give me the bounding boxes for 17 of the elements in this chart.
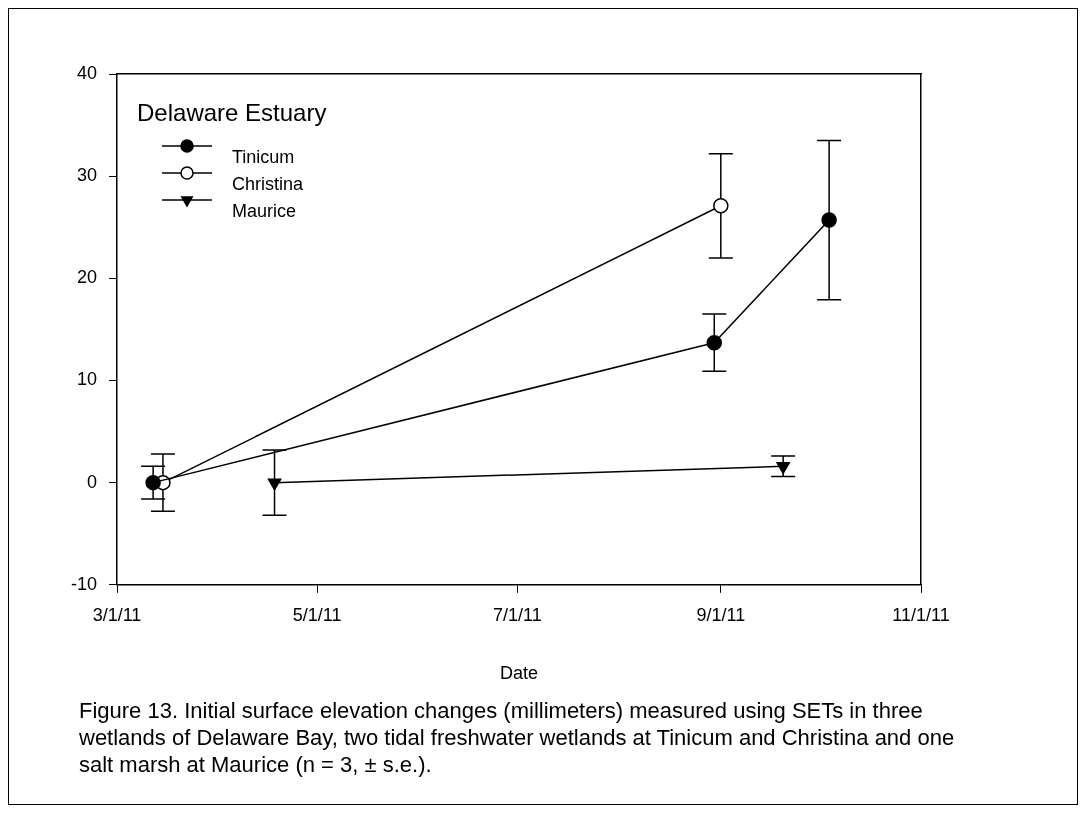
y-tick-label: 40 (76, 62, 98, 83)
legend-label: Tinicum (232, 146, 295, 167)
y-tick-label: 20 (76, 267, 98, 288)
y-tick-label: -10 (71, 573, 98, 594)
x-tick-label: 11/1/11 (892, 604, 950, 625)
legend-label: Christina (232, 173, 305, 194)
y-tick-label: 30 (76, 165, 98, 186)
y-tick-label: 10 (76, 369, 98, 390)
x-tick-label: 9/1/11 (696, 604, 746, 625)
x-axis-title: Date (499, 663, 539, 684)
caption: Figure 13. Initial surface elevation changes (millimeters) measured using SETs in three wetlands of Delaware Bay, two tidal freshwater wetlands at Tinicum and Christina and one salt marsh at Maurice (n = 3, ± s.e.). (79, 697, 956, 778)
legend-title: Delaware Estuary (137, 98, 327, 126)
x-tick-label: 7/1/11 (493, 604, 542, 625)
x-tick-label: 5/1/11 (292, 604, 342, 625)
y-tick-label: 0 (87, 471, 98, 492)
x-tick-label: 3/1/11 (92, 604, 142, 625)
legend-label: Maurice (232, 200, 297, 221)
